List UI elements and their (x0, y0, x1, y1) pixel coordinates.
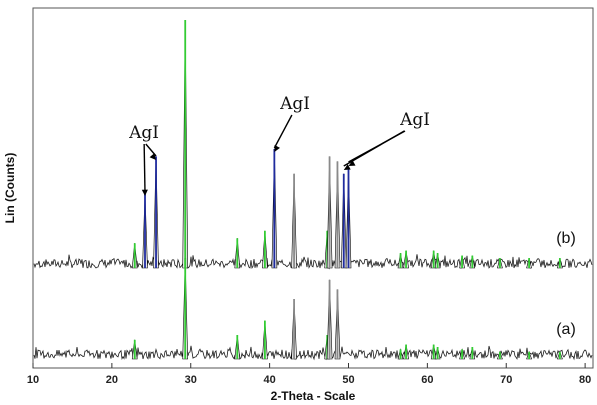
arrow-head (274, 145, 280, 152)
annotations: AgI AgI AgI (128, 94, 430, 196)
arrow-head (149, 153, 157, 160)
x-tick-label: 50 (342, 374, 354, 386)
arrow-head (141, 189, 148, 196)
trace-label-a: (a) (556, 321, 576, 338)
baseline-noise (33, 254, 593, 270)
agi-annotation: AgI (128, 123, 159, 196)
agi-label: AgI (279, 94, 310, 114)
x-axis-title: 2-Theta - Scale (271, 389, 356, 403)
agi-label: AgI (399, 110, 430, 130)
arrow-head (343, 164, 351, 170)
trace-b (33, 19, 593, 270)
x-axis-ticks: 10 20 30 40 50 60 70 80 (27, 363, 591, 386)
annotation-arrow (143, 143, 146, 193)
annotation-arrow (273, 114, 293, 149)
agi-annotation: AgI (343, 110, 430, 170)
x-tick-label: 40 (263, 374, 275, 386)
x-tick-label: 20 (106, 374, 118, 386)
x-tick-label: 10 (27, 374, 39, 386)
traces (33, 19, 593, 361)
x-tick-label: 60 (421, 374, 433, 386)
x-tick-label: 30 (185, 374, 197, 386)
trace-label-b: (b) (556, 230, 576, 247)
arrow-head (348, 160, 356, 166)
agi-annotation: AgI (273, 94, 310, 152)
plot-frame (32, 7, 594, 369)
x-tick-label: 80 (579, 374, 591, 386)
agi-label: AgI (128, 123, 159, 143)
trace-a (33, 258, 593, 361)
x-tick-label: 70 (500, 374, 512, 386)
y-axis-title: Lin (Counts) (3, 153, 17, 224)
annotation-arrow (348, 130, 406, 163)
